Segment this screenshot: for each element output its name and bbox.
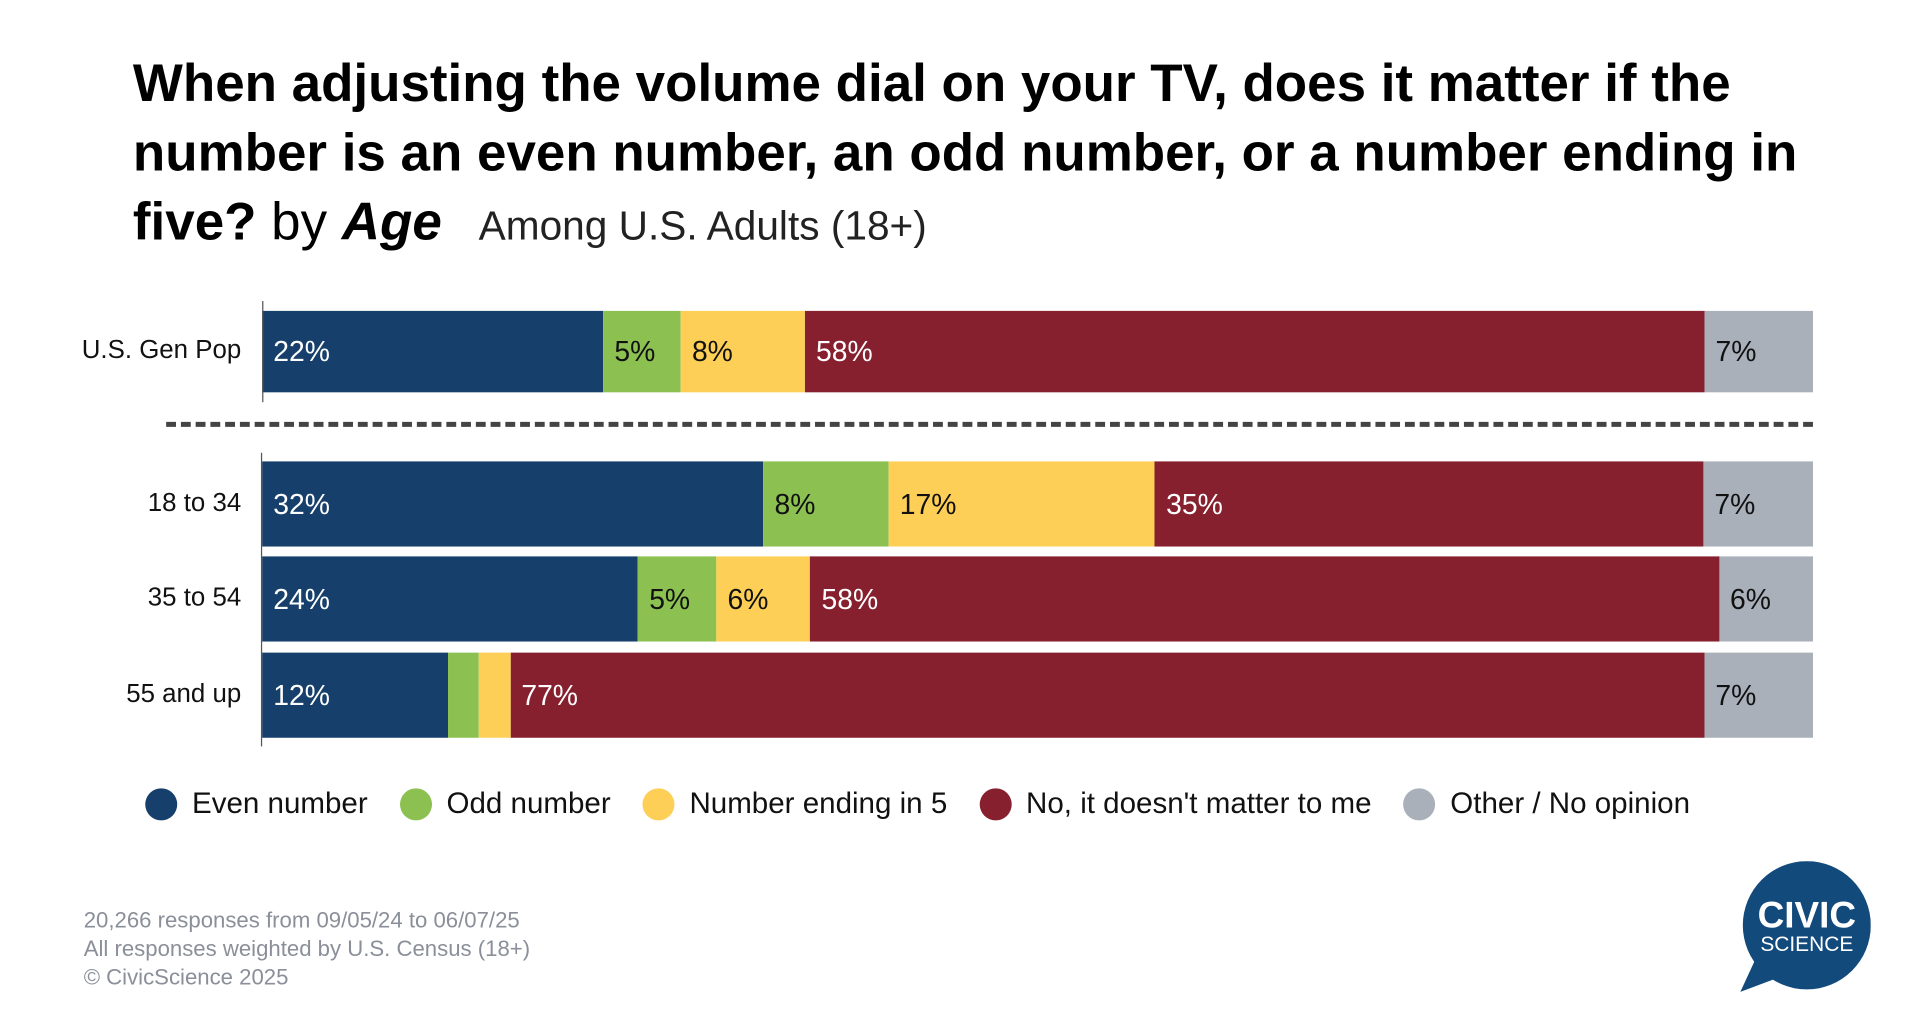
bar-segment: 12% xyxy=(262,652,449,738)
bar-segment: 8% xyxy=(680,310,805,393)
bar-segment: 8% xyxy=(763,461,889,547)
legend-swatch-icon xyxy=(1403,788,1436,821)
bar-segment: 58% xyxy=(804,310,1705,393)
bar-segment: 7% xyxy=(1704,310,1813,393)
legend-item: Number ending in 5 xyxy=(642,787,948,822)
bar-segment: 24% xyxy=(262,556,639,642)
legend-item: Odd number xyxy=(399,787,611,822)
stacked-bar: 24% 5% 6% 58% 6% xyxy=(262,556,1813,642)
category-label: U.S. Gen Pop xyxy=(81,335,242,364)
bar-segment xyxy=(479,652,511,738)
bar-segment: 35% xyxy=(1155,461,1704,547)
bar-segment: 5% xyxy=(603,310,681,393)
svg-text:CIVIC: CIVIC xyxy=(1758,895,1856,936)
data-label: 77% xyxy=(521,678,578,711)
data-label: 6% xyxy=(727,582,769,615)
bar-segment: 58% xyxy=(810,556,1719,642)
data-label: 5% xyxy=(614,334,656,368)
bar-segment: 32% xyxy=(262,461,764,547)
civicscience-logo: CIVIC SCIENCE xyxy=(1740,861,1871,992)
stacked-bar: 32% 8% 17% 35% 7% xyxy=(262,461,1813,547)
data-label: 32% xyxy=(273,487,330,520)
legend-label: Other / No opinion xyxy=(1450,787,1691,821)
legend: Even number Odd number Number ending in 5 N… xyxy=(145,787,1690,822)
data-label: 8% xyxy=(691,334,733,368)
legend-swatch-icon xyxy=(145,788,178,821)
title-segment: Age xyxy=(341,192,442,252)
bar-segment: 22% xyxy=(262,310,604,393)
category-label: 18 to 34 xyxy=(147,487,242,517)
data-label: 58% xyxy=(821,582,879,615)
category-label: 55 and up xyxy=(126,679,242,708)
footer-responses: 20,266 responses from 09/05/24 to 06/07/… xyxy=(83,908,520,933)
legend-label: Number ending in 5 xyxy=(689,787,948,821)
title-by: by xyxy=(271,192,328,252)
divider-dashed xyxy=(166,421,1813,427)
legend-label: No, it doesn't matter to me xyxy=(1026,787,1372,821)
bar-segment: 77% xyxy=(510,652,1705,738)
data-label: 7% xyxy=(1715,334,1757,368)
legend-swatch-icon xyxy=(642,788,675,821)
data-label: 17% xyxy=(899,487,957,520)
data-label: 58% xyxy=(816,334,873,368)
bar-segment xyxy=(448,652,480,738)
data-label: 7% xyxy=(1715,678,1757,711)
bar-segment: 7% xyxy=(1704,652,1813,738)
footer-copyright: © CivicScience 2025 xyxy=(83,964,289,990)
bar-segment: 7% xyxy=(1703,461,1813,547)
axis-line-age xyxy=(260,452,263,747)
bar-segment: 6% xyxy=(1718,556,1813,642)
data-label: 6% xyxy=(1730,582,1771,615)
axis-line-genpop xyxy=(262,301,264,403)
footer: 20,266 responses from 09/05/24 to 06/07/… xyxy=(84,907,530,992)
legend-swatch-icon xyxy=(399,788,432,821)
legend-label: Odd number xyxy=(446,787,611,821)
title-question: When adjusting the volume dial on your T… xyxy=(132,54,1798,252)
data-label: 24% xyxy=(273,582,330,615)
bar-segment: 6% xyxy=(716,556,811,642)
bar-segment: 17% xyxy=(888,461,1156,547)
data-label: 12% xyxy=(273,678,330,711)
chart-title: When adjusting the volume dial on your T… xyxy=(133,49,1856,260)
bar-segment: 5% xyxy=(638,556,717,642)
data-label: 22% xyxy=(273,334,330,368)
stacked-bar: 12% 77% 7% xyxy=(262,652,1813,738)
data-label: 5% xyxy=(649,582,691,615)
legend-item: Even number xyxy=(145,787,368,822)
footer-weighting: All responses weighted by U.S. Census (1… xyxy=(83,936,531,962)
svg-text:SCIENCE: SCIENCE xyxy=(1760,933,1853,956)
data-label: 7% xyxy=(1714,487,1756,520)
chart-subtitle: Among U.S. Adults (18+) xyxy=(478,202,927,248)
data-label: 8% xyxy=(774,487,816,520)
category-label: 35 to 54 xyxy=(147,582,242,612)
stacked-bar: 22% 5% 8% 58% 7% xyxy=(262,310,1813,393)
data-label: 35% xyxy=(1166,487,1223,520)
legend-label: Even number xyxy=(192,787,368,821)
legend-swatch-icon xyxy=(979,788,1012,821)
legend-item: Other / No opinion xyxy=(1403,787,1691,822)
legend-item: No, it doesn't matter to me xyxy=(979,787,1372,822)
